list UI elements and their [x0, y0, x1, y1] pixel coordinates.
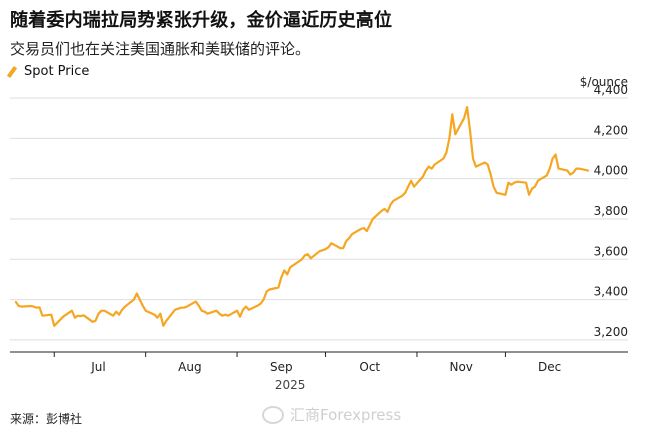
watermark: 汇商Forexpress — [262, 404, 401, 425]
y-tick-label-4200: 4,200 — [594, 123, 628, 137]
x-tick-label-dec: Dec — [538, 360, 561, 374]
page-subtitle: 交易员们也在关注美国通胀和美联储的评论。 — [10, 40, 311, 58]
y-tick-label-3600: 3,600 — [594, 244, 628, 258]
x-tick-label-aug: Aug — [178, 360, 201, 374]
weibo-icon — [262, 405, 284, 424]
source-note: 来源：彭博社 — [10, 412, 83, 426]
x-tick-label-oct: Oct — [359, 360, 380, 374]
chart-grid — [10, 97, 628, 341]
series-line-spot-price — [14, 106, 590, 327]
x-axis-year: 2025 — [275, 378, 306, 392]
y-tick-label-3800: 3,800 — [594, 204, 628, 218]
y-tick-label-4400: 4,400 — [594, 83, 628, 97]
y-tick-label-3400: 3,400 — [594, 285, 628, 299]
x-tick-label-nov: Nov — [449, 360, 472, 374]
y-axis-unit: $/ounce — [580, 75, 628, 89]
x-tick-label-jul: Jul — [90, 360, 105, 374]
x-tick-label-sep: Sep — [270, 360, 293, 374]
watermark-text: 汇商Forexpress — [290, 406, 402, 424]
y-axis-ticks: 3,200 3,400 3,600 3,800 4,000 4,200 4,400 — [594, 83, 628, 339]
legend-label-spot-price: Spot Price — [24, 64, 90, 79]
x-axis-ticks: Jul Aug Sep Oct Nov Dec — [53, 352, 561, 374]
chart-legend: Spot Price — [6, 64, 90, 79]
y-tick-label-3200: 3,200 — [594, 325, 628, 339]
page-title: 随着委内瑞拉局势紧张升级，金价逼近历史高位 — [10, 10, 393, 31]
y-tick-label-4000: 4,000 — [594, 164, 628, 178]
